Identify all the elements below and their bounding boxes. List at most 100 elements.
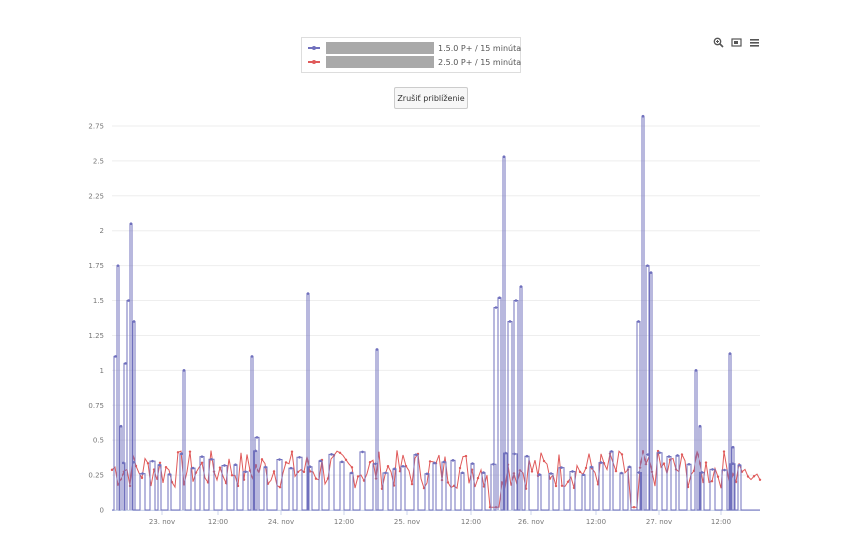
series1-point (549, 472, 553, 475)
x-tick-label: 12:00 (586, 518, 606, 526)
series2-point (278, 485, 282, 489)
series1-point (502, 155, 506, 158)
series2-point (188, 450, 192, 453)
series1-point (508, 320, 512, 323)
series1-point (244, 470, 247, 474)
zoom-icon[interactable] (712, 36, 724, 48)
series2-point (314, 477, 318, 480)
series1-point (482, 471, 485, 474)
series1-point (492, 462, 495, 466)
menu-icon[interactable] (748, 36, 760, 48)
series1-line (112, 115, 760, 511)
series2-point (446, 481, 450, 484)
series2-point (110, 468, 114, 472)
series1-point (180, 452, 183, 455)
series1-point (319, 459, 322, 463)
series1-point (731, 462, 734, 465)
y-tick-label: 2.5 (93, 157, 104, 165)
series1-point (599, 461, 603, 464)
series1-point (132, 460, 135, 464)
redacted-name-box (326, 56, 434, 68)
series1-point (504, 451, 507, 455)
series1-point (384, 471, 387, 475)
series1-point (330, 453, 333, 456)
series1-point (361, 450, 364, 454)
series1-point (700, 471, 704, 474)
series1-point (200, 455, 204, 458)
series1-point (158, 463, 161, 467)
series2-point (530, 470, 534, 473)
legend-item-series2[interactable]: 2.5.0 P+ / 15 minúta (308, 56, 521, 68)
series2-point (656, 449, 660, 453)
series1-point (514, 299, 518, 302)
series2-point (272, 470, 276, 473)
series1-point (306, 292, 310, 295)
series1-point (498, 296, 501, 300)
series2-point (230, 474, 234, 477)
legend-item-series1[interactable]: 1.5.0 P+ / 15 minúta (308, 42, 521, 54)
x-tick-label: 12:00 (461, 518, 481, 526)
series1-point (210, 458, 213, 461)
series2-point (350, 466, 354, 469)
series2-point (662, 462, 666, 465)
series2-point (746, 475, 750, 478)
pan-icon[interactable] (730, 36, 742, 48)
series1-point (340, 460, 344, 464)
x-tick-label: 25. nov (394, 518, 420, 526)
series1-point (571, 470, 574, 473)
x-tick-label: 24. nov (268, 518, 294, 526)
y-tick-label: 2.75 (88, 122, 104, 130)
series2-point (338, 451, 342, 455)
series1-point (116, 264, 120, 267)
series1-point (255, 436, 259, 439)
series1-point (620, 471, 623, 475)
series2-point (464, 454, 468, 458)
series2-point (284, 461, 288, 464)
series1-point (414, 453, 418, 456)
series2-point (458, 466, 462, 470)
legend-marker-series1 (308, 46, 320, 50)
redacted-name-box (326, 42, 434, 54)
x-tick-label: 12:00 (208, 518, 228, 526)
legend-marker-series2 (308, 60, 320, 64)
y-tick-label: 2.25 (88, 192, 104, 200)
series1-point (151, 459, 154, 463)
series1-point (141, 472, 144, 475)
series2-point (578, 470, 582, 474)
y-tick-label: 0.25 (88, 472, 104, 480)
series1-point (471, 462, 474, 465)
series1-point (425, 472, 429, 476)
reset-zoom-button[interactable]: Zrušiť priblíženie (394, 87, 468, 109)
legend-label-series1: 1.5.0 P+ / 15 minúta (438, 43, 522, 53)
series2-point (200, 461, 204, 464)
series1-point (538, 473, 541, 476)
series2-point (632, 506, 636, 509)
series1-point (393, 467, 396, 471)
series1-point (641, 114, 645, 118)
series1-point (628, 465, 631, 469)
series2-point (386, 464, 390, 468)
series1-point (637, 320, 640, 323)
series2-point (758, 478, 762, 481)
series1-point (254, 449, 257, 453)
series1-point (667, 455, 671, 458)
x-tick-label: 23. nov (149, 518, 175, 526)
y-tick-label: 1.5 (93, 297, 104, 305)
series2-point (710, 480, 714, 483)
series2-point (680, 453, 684, 456)
series1-point (124, 362, 127, 365)
series1-point (610, 450, 613, 453)
series1-point (374, 462, 377, 466)
legend-label-series2: 2.5.0 P+ / 15 minúta (438, 57, 522, 67)
series1-point (513, 452, 516, 456)
series1-point (723, 468, 726, 472)
series2-point (554, 484, 558, 488)
series1-point (298, 455, 301, 459)
series1-point (560, 466, 563, 469)
series2-point (614, 469, 618, 473)
series1-point (687, 462, 691, 466)
series1-point (433, 461, 436, 465)
series1-point (278, 458, 281, 461)
series2-point (584, 466, 588, 470)
